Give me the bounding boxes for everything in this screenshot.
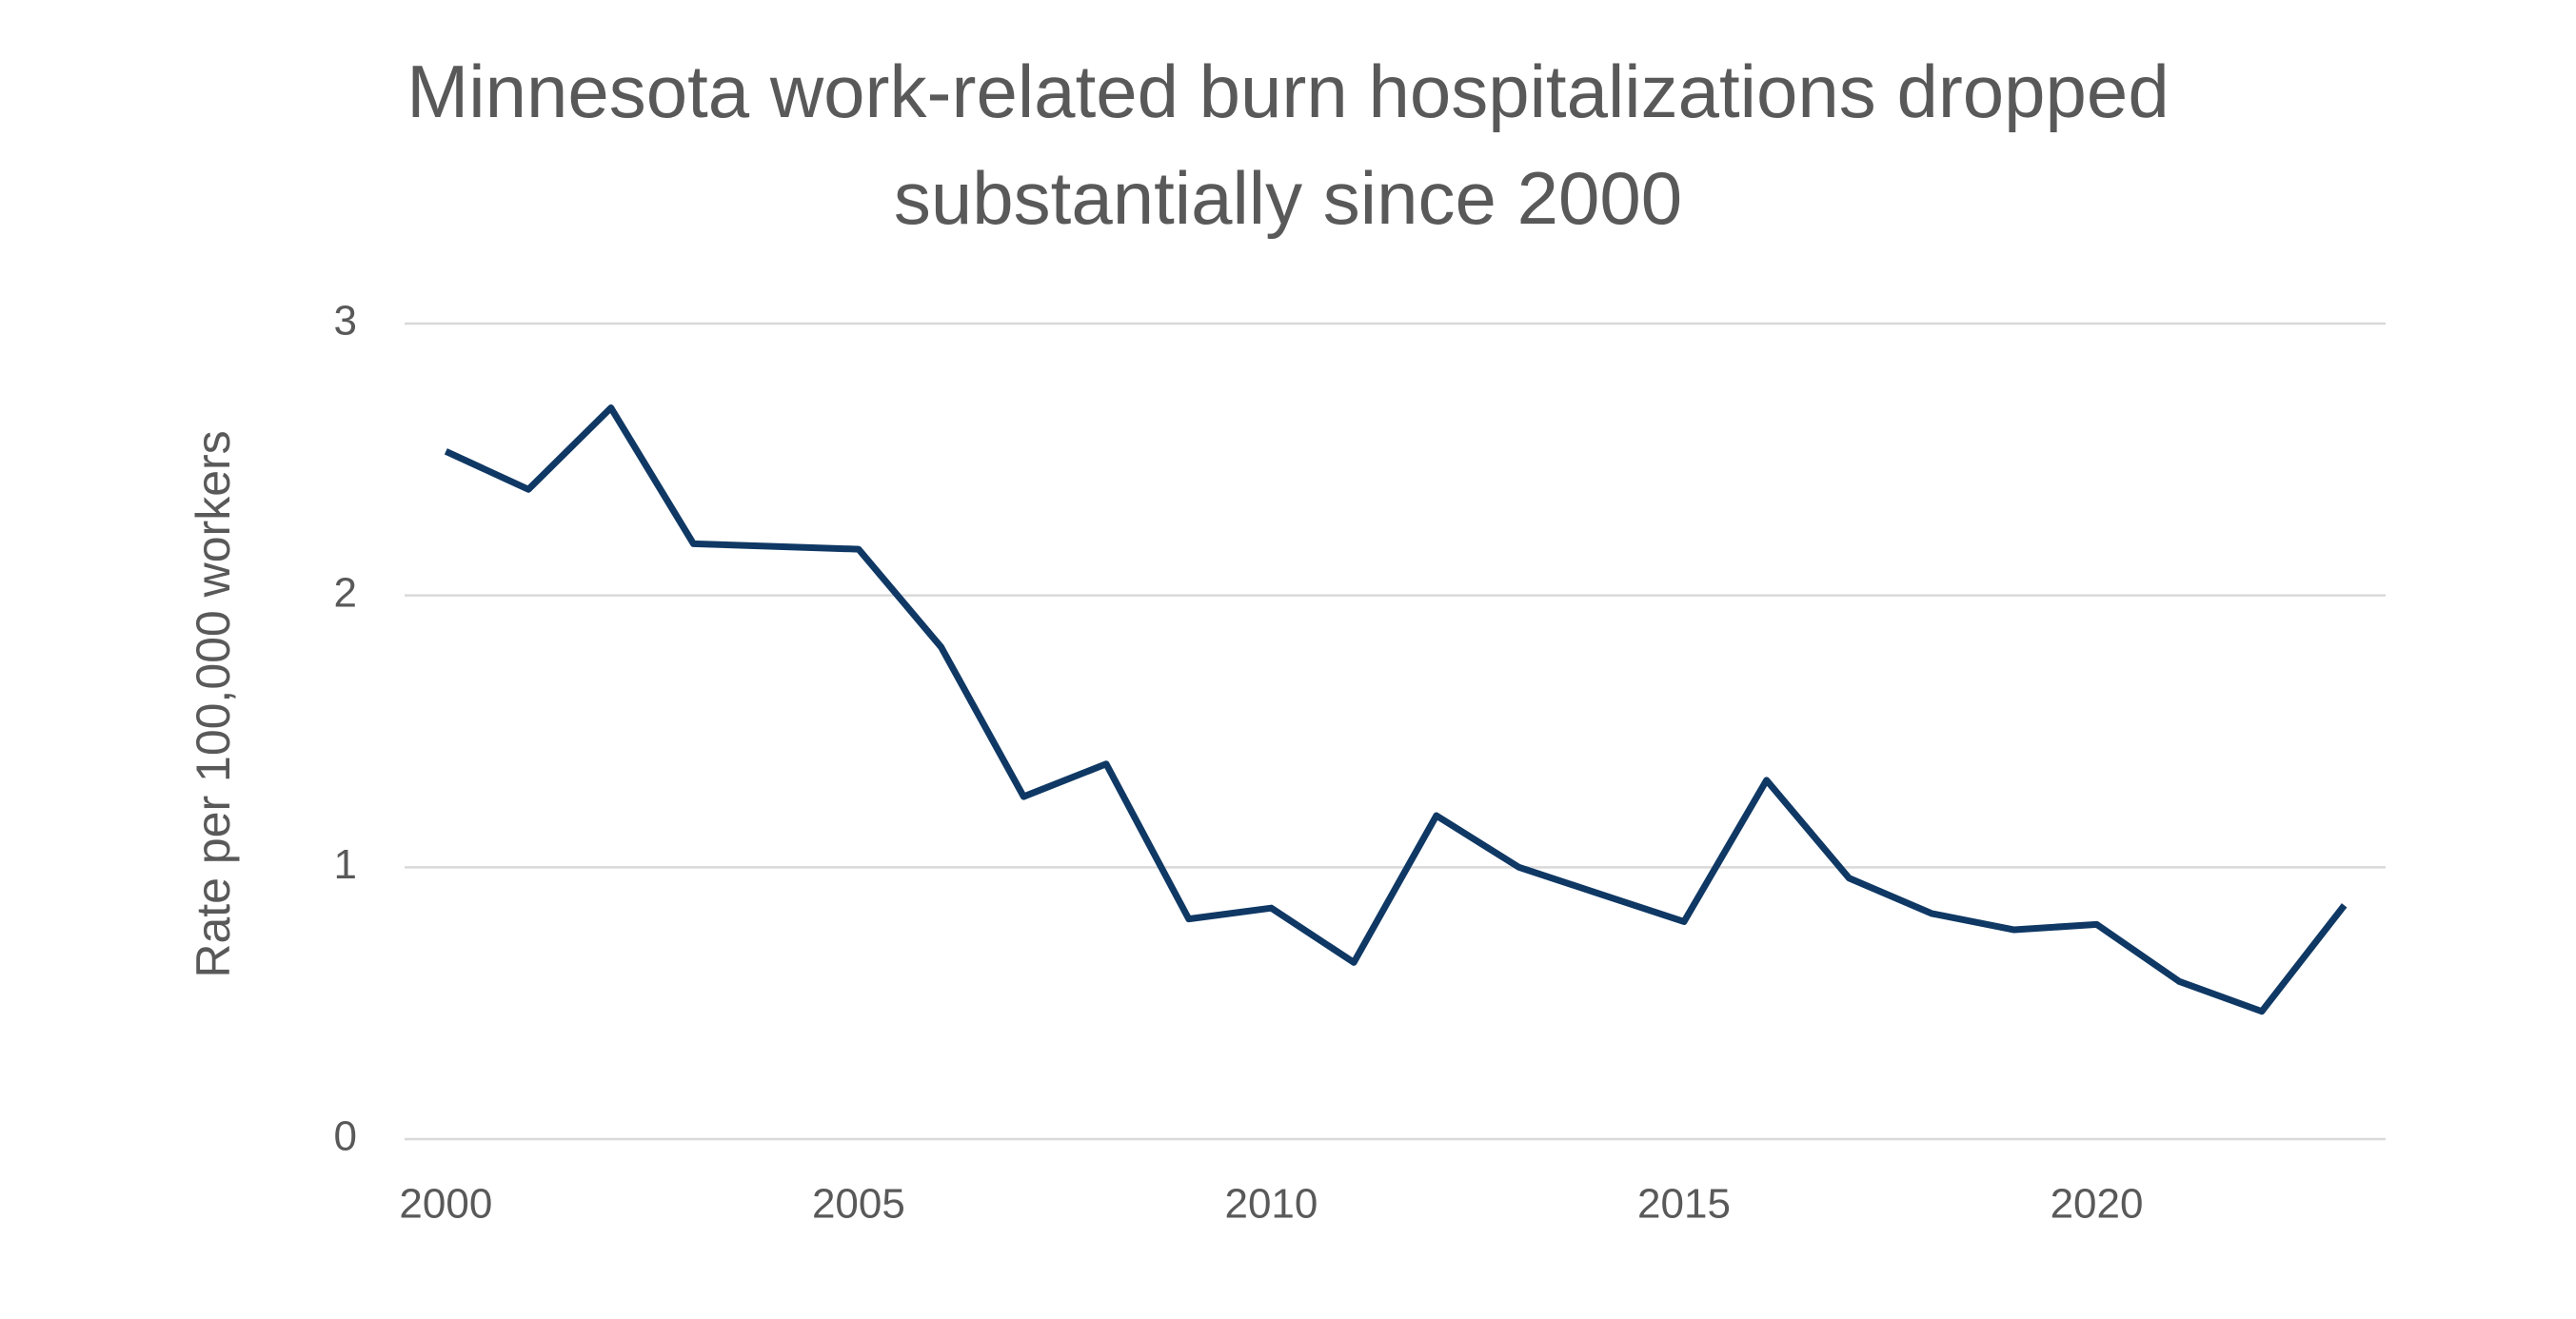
x-tick-label: 2010	[1224, 1181, 1318, 1228]
x-tick-label: 2005	[812, 1181, 905, 1228]
x-tick-label: 2015	[1637, 1181, 1731, 1228]
y-tick-label: 3	[334, 298, 357, 345]
y-tick-label: 1	[334, 841, 357, 888]
line	[444, 404, 2348, 1015]
y-tick-label: 2	[334, 569, 357, 616]
chart-title: Minnesota work-related burn hospitalizat…	[406, 49, 2170, 240]
y-tick-label: 0	[334, 1113, 357, 1160]
x-tick-label: 2000	[399, 1181, 492, 1228]
y-axis-label: Rate per 100,000 workers	[187, 430, 240, 977]
x-tick-label: 2020	[2051, 1181, 2144, 1228]
